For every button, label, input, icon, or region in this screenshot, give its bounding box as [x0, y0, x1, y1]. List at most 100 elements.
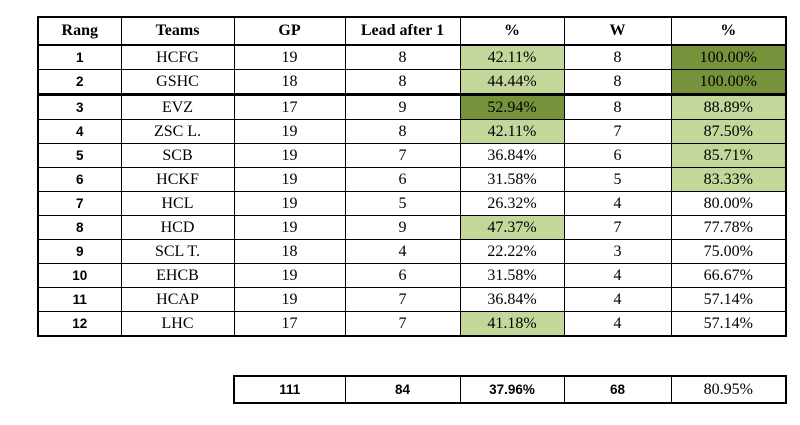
lead-pct-cell: 42.11%: [459, 44, 565, 70]
column-header-gp: GP: [233, 16, 346, 46]
rang-cell: 5: [37, 143, 122, 168]
lead-pct-cell: 36.84%: [459, 287, 565, 312]
team-cell: ZSC L.: [120, 119, 235, 144]
wins-cell: 8: [563, 94, 672, 120]
rang-cell: 9: [37, 239, 122, 264]
table-row: 11 HCAP 19 7 36.84% 4 57.14%: [37, 287, 787, 312]
column-header-rang: Rang: [37, 16, 122, 46]
gp-cell: 19: [233, 119, 346, 144]
gp-cell: 19: [233, 167, 346, 192]
totals-row: 111 84 37.96% 68 80.95%: [233, 375, 787, 404]
win-pct-cell: 88.89%: [670, 94, 787, 120]
gp-cell: 18: [233, 69, 346, 96]
wins-cell: 3: [563, 239, 672, 264]
lead-pct-cell: 36.84%: [459, 143, 565, 168]
lead-after-1-cell: 7: [344, 143, 461, 168]
table-row: 12 LHC 17 7 41.18% 4 57.14%: [37, 311, 787, 337]
win-pct-cell: 80.00%: [670, 191, 787, 216]
win-pct-cell: 100.00%: [670, 69, 787, 96]
column-header-lead-pct: %: [459, 16, 565, 46]
gp-cell: 17: [233, 94, 346, 120]
column-header-teams: Teams: [120, 16, 235, 46]
wins-cell: 8: [563, 44, 672, 70]
gp-cell: 18: [233, 239, 346, 264]
wins-cell: 4: [563, 191, 672, 216]
win-pct-cell: 85.71%: [670, 143, 787, 168]
team-cell: GSHC: [120, 69, 235, 96]
lead-after-1-cell: 7: [344, 287, 461, 312]
win-pct-cell: 77.78%: [670, 215, 787, 240]
header-row: Rang Teams GP Lead after 1 % W %: [37, 16, 787, 46]
win-pct-cell: 57.14%: [670, 311, 787, 337]
gp-cell: 19: [233, 215, 346, 240]
table-row: 8 HCD 19 9 47.37% 7 77.78%: [37, 215, 787, 240]
table-row: 4 ZSC L. 19 8 42.11% 7 87.50%: [37, 119, 787, 144]
lead-after-1-cell: 4: [344, 239, 461, 264]
column-header-win-pct: %: [670, 16, 787, 46]
wins-cell: 7: [563, 119, 672, 144]
rang-cell: 3: [37, 94, 122, 120]
lead-after-1-cell: 6: [344, 167, 461, 192]
lead-pct-cell: 31.58%: [459, 263, 565, 288]
rang-cell: 12: [37, 311, 122, 337]
lead-pct-cell: 41.18%: [459, 311, 565, 337]
win-pct-cell: 100.00%: [670, 44, 787, 70]
team-cell: SCB: [120, 143, 235, 168]
gp-cell: 17: [233, 311, 346, 337]
team-cell: HCFG: [120, 44, 235, 70]
gp-cell: 19: [233, 191, 346, 216]
rang-cell: 4: [37, 119, 122, 144]
lead-pct-cell: 26.32%: [459, 191, 565, 216]
team-cell: LHC: [120, 311, 235, 337]
rang-cell: 11: [37, 287, 122, 312]
lead-pct-cell: 31.58%: [459, 167, 565, 192]
total-gp-cell: 111: [233, 375, 346, 404]
wins-cell: 5: [563, 167, 672, 192]
lead-after-1-cell: 6: [344, 263, 461, 288]
table-row: 2 GSHC 18 8 44.44% 8 100.00%: [37, 69, 787, 96]
column-header-lead-after-1: Lead after 1: [344, 16, 461, 46]
column-header-wins: W: [563, 16, 672, 46]
standings-table: Rang Teams GP Lead after 1 % W % 1 HCFG 19…: [37, 16, 787, 337]
wins-cell: 4: [563, 311, 672, 337]
gp-cell: 19: [233, 44, 346, 70]
lead-after-1-cell: 8: [344, 69, 461, 96]
lead-pct-cell: 42.11%: [459, 119, 565, 144]
total-wins-cell: 68: [563, 375, 672, 404]
rang-cell: 6: [37, 167, 122, 192]
team-cell: EVZ: [120, 94, 235, 120]
wins-cell: 4: [563, 287, 672, 312]
gp-cell: 19: [233, 143, 346, 168]
lead-pct-cell: 47.37%: [459, 215, 565, 240]
team-cell: SCL T.: [120, 239, 235, 264]
wins-cell: 7: [563, 215, 672, 240]
team-cell: HCL: [120, 191, 235, 216]
rang-cell: 7: [37, 191, 122, 216]
gp-cell: 19: [233, 263, 346, 288]
lead-after-1-cell: 5: [344, 191, 461, 216]
lead-pct-cell: 22.22%: [459, 239, 565, 264]
table-row: 3 EVZ 17 9 52.94% 8 88.89%: [37, 94, 787, 120]
rang-cell: 1: [37, 44, 122, 70]
wins-cell: 4: [563, 263, 672, 288]
team-cell: EHCB: [120, 263, 235, 288]
win-pct-cell: 75.00%: [670, 239, 787, 264]
standings-table-body: 1 HCFG 19 8 42.11% 8 100.00% 2 GSHC 18 8 44.44% 8 100…: [37, 44, 787, 337]
win-pct-cell: 87.50%: [670, 119, 787, 144]
table-row: 9 SCL T. 18 4 22.22% 3 75.00%: [37, 239, 787, 264]
lead-after-1-cell: 7: [344, 311, 461, 337]
lead-after-1-cell: 8: [344, 44, 461, 70]
rang-cell: 2: [37, 69, 122, 96]
wins-cell: 8: [563, 69, 672, 96]
team-cell: HCKF: [120, 167, 235, 192]
win-pct-cell: 57.14%: [670, 287, 787, 312]
win-pct-cell: 66.67%: [670, 263, 787, 288]
rang-cell: 10: [37, 263, 122, 288]
table-row: 10 EHCB 19 6 31.58% 4 66.67%: [37, 263, 787, 288]
table-row: 7 HCL 19 5 26.32% 4 80.00%: [37, 191, 787, 216]
table-row: 6 HCKF 19 6 31.58% 5 83.33%: [37, 167, 787, 192]
total-win-pct-cell: 80.95%: [670, 375, 787, 404]
total-lead-cell: 84: [344, 375, 461, 404]
lead-pct-cell: 52.94%: [459, 94, 565, 120]
